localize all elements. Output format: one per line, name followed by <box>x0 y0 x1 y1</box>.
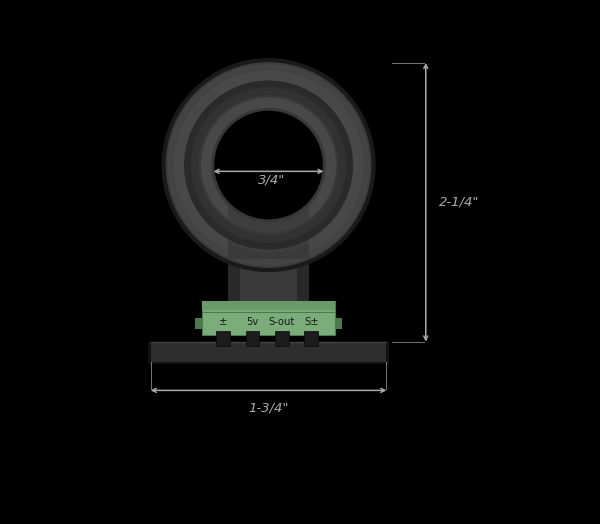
FancyBboxPatch shape <box>228 170 309 259</box>
FancyBboxPatch shape <box>228 259 309 317</box>
Text: 3/4": 3/4" <box>257 174 285 187</box>
FancyBboxPatch shape <box>297 259 309 317</box>
FancyBboxPatch shape <box>202 301 335 335</box>
FancyBboxPatch shape <box>196 318 202 329</box>
Text: 2-1/4": 2-1/4" <box>439 196 479 209</box>
Text: S±: S± <box>304 318 319 328</box>
FancyBboxPatch shape <box>245 331 259 346</box>
FancyBboxPatch shape <box>228 259 240 317</box>
FancyBboxPatch shape <box>304 331 318 346</box>
FancyBboxPatch shape <box>216 331 230 346</box>
Text: S-out: S-out <box>269 318 295 328</box>
Text: 1-3/4": 1-3/4" <box>248 402 289 415</box>
Circle shape <box>169 65 368 265</box>
Circle shape <box>214 110 323 220</box>
FancyBboxPatch shape <box>151 342 386 362</box>
FancyBboxPatch shape <box>275 331 289 346</box>
Circle shape <box>175 71 362 259</box>
Text: ±: ± <box>219 318 227 328</box>
Circle shape <box>182 78 355 252</box>
FancyBboxPatch shape <box>335 318 341 329</box>
FancyBboxPatch shape <box>148 342 389 364</box>
Circle shape <box>162 59 375 271</box>
FancyBboxPatch shape <box>202 301 335 310</box>
Text: 5v: 5v <box>247 318 259 328</box>
Circle shape <box>166 63 371 267</box>
